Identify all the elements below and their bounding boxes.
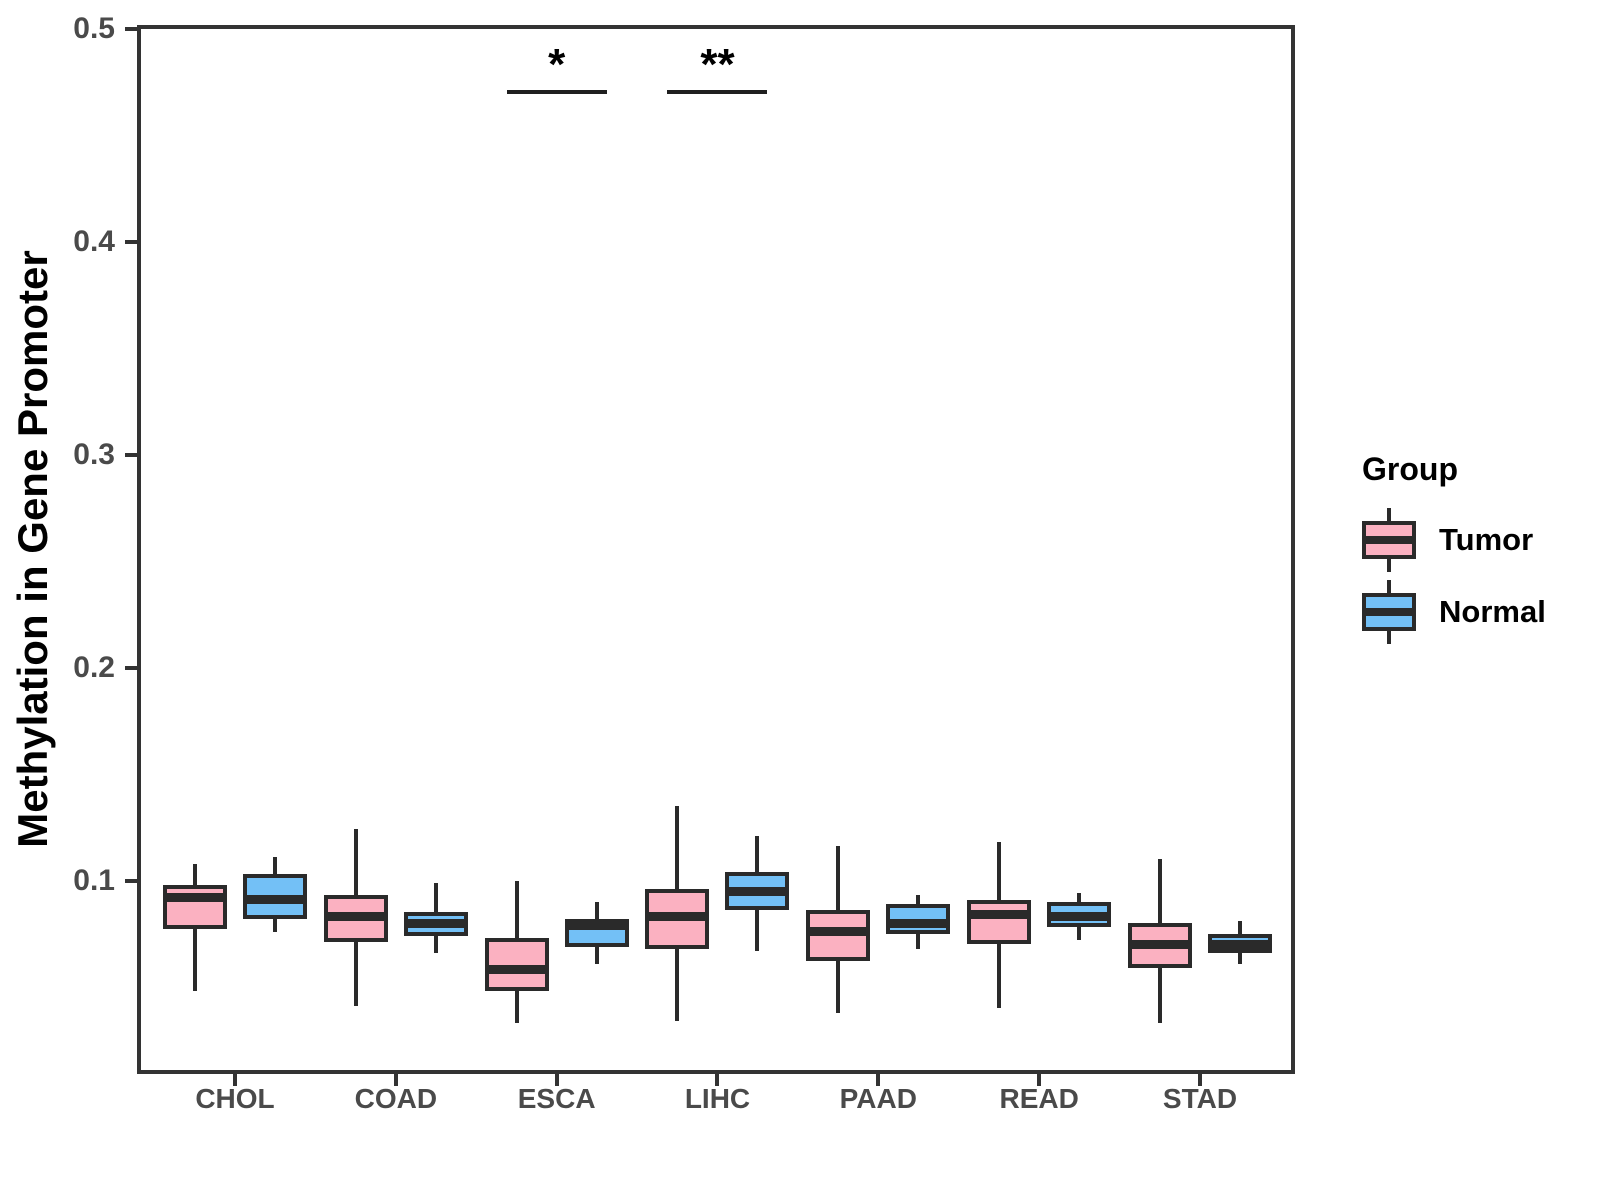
median-line xyxy=(323,912,388,922)
median-line xyxy=(967,910,1032,920)
box xyxy=(484,938,549,992)
median-line xyxy=(645,912,710,922)
legend-item-tumor: Tumor xyxy=(1362,508,1546,572)
legend-key-median xyxy=(1362,608,1416,616)
median-line xyxy=(806,927,871,937)
plot-panel xyxy=(137,25,1295,1074)
significance-bar xyxy=(667,90,768,94)
x-axis-tick-label: LIHC xyxy=(684,1083,751,1114)
x-axis-tick xyxy=(554,1074,559,1086)
y-axis-tick-label: 0.5 xyxy=(73,12,115,45)
significance-label: * xyxy=(548,40,566,89)
significance-bar xyxy=(506,90,607,94)
legend-key-whisker xyxy=(1387,558,1391,572)
x-axis-tick xyxy=(1037,1074,1042,1086)
median-line xyxy=(1047,912,1112,922)
x-axis-tick-label: READ xyxy=(999,1083,1079,1114)
x-axis-tick xyxy=(715,1074,720,1086)
legend-item-normal: Normal xyxy=(1362,580,1546,644)
legend-title: Group xyxy=(1362,451,1458,487)
x-axis-tick-label: ESCA xyxy=(517,1083,596,1114)
median-line xyxy=(725,886,790,896)
x-axis-tick xyxy=(393,1074,398,1086)
y-axis-tick xyxy=(125,878,137,883)
median-line xyxy=(886,918,951,928)
legend: Group Tumor Normal xyxy=(1362,450,1546,652)
x-axis-tick-label: STAD xyxy=(1162,1083,1238,1114)
legend-key-whisker xyxy=(1387,508,1391,522)
legend-key-whisker xyxy=(1387,630,1391,644)
median-line xyxy=(564,920,629,930)
x-axis-tick xyxy=(1197,1074,1202,1086)
x-axis-tick-label: CHOL xyxy=(195,1083,275,1114)
y-axis-tick xyxy=(125,452,137,457)
significance-label: ** xyxy=(700,40,735,89)
legend-key-median xyxy=(1362,536,1416,544)
x-axis-tick-label: PAAD xyxy=(839,1083,917,1114)
legend-item-label: Tumor xyxy=(1439,522,1534,557)
legend-key-boxplot-icon xyxy=(1362,508,1416,572)
y-axis-tick-label: 0.2 xyxy=(73,650,115,684)
median-line xyxy=(484,965,549,975)
legend-item-label: Normal xyxy=(1439,594,1546,629)
y-axis-tick-label: 0.3 xyxy=(73,437,115,471)
y-axis-tick xyxy=(125,239,137,244)
median-line xyxy=(1127,939,1192,949)
y-axis-tick-label: 0.4 xyxy=(73,224,115,258)
median-line xyxy=(243,895,307,905)
median-line xyxy=(163,893,227,903)
y-axis-tick xyxy=(125,27,137,31)
legend-key-boxplot-icon xyxy=(1362,580,1416,644)
box xyxy=(163,884,227,930)
x-axis-tick-label: COAD xyxy=(354,1083,438,1114)
box xyxy=(967,899,1032,945)
x-axis-tick xyxy=(876,1074,881,1086)
median-line xyxy=(1207,939,1272,949)
x-axis-tick xyxy=(233,1074,237,1086)
legend-key-whisker xyxy=(1387,580,1391,594)
median-line xyxy=(403,918,468,928)
y-axis-tick-label: 0.1 xyxy=(73,863,115,897)
y-axis-tick xyxy=(125,665,137,670)
